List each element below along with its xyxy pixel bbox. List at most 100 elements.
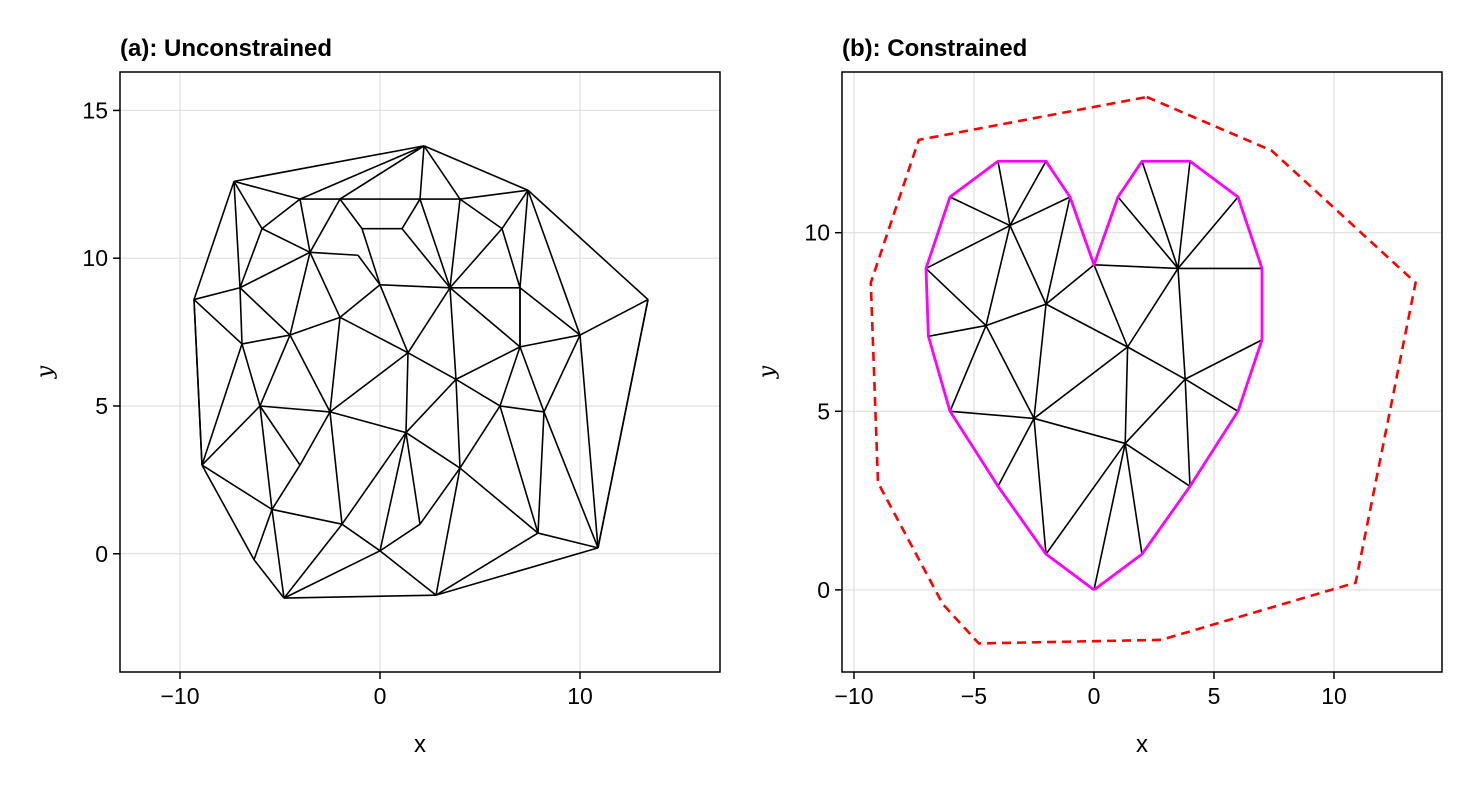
triangulation-edge bbox=[339, 198, 363, 230]
triangulation-edge bbox=[201, 464, 273, 511]
triangulation-edge bbox=[299, 145, 425, 200]
triangulation-edge bbox=[329, 352, 409, 413]
triangulation-edge bbox=[241, 343, 261, 407]
triangulation-edge bbox=[459, 198, 503, 230]
panel-b-frame bbox=[841, 71, 1443, 673]
panel-b-triangulation bbox=[925, 160, 1263, 591]
triangulation-edge bbox=[271, 464, 301, 510]
panel-b-grid bbox=[842, 72, 1442, 672]
triangulation-edge bbox=[985, 225, 1011, 326]
triangulation-edge bbox=[341, 432, 407, 525]
panel-a-frame bbox=[119, 71, 721, 673]
triangulation-edge bbox=[1093, 443, 1126, 591]
triangulation-edge bbox=[1124, 378, 1186, 444]
triangulation-edge bbox=[1093, 264, 1129, 348]
triangulation-edge bbox=[1177, 196, 1239, 269]
triangulation-edge bbox=[233, 180, 301, 200]
triangulation-edge bbox=[261, 227, 311, 254]
y-tick-label: 5 bbox=[817, 398, 830, 424]
triangulation-edge bbox=[449, 287, 457, 380]
triangulation-edge bbox=[309, 251, 341, 318]
triangulation-edge bbox=[259, 405, 301, 466]
triangulation-edge bbox=[1045, 442, 1126, 555]
triangulation-edge bbox=[537, 532, 599, 549]
outer-dashed-boundary bbox=[869, 95, 1418, 645]
triangulation-edge bbox=[233, 145, 425, 183]
triangulation-edge bbox=[1184, 379, 1191, 487]
x-tick-label: −10 bbox=[834, 683, 873, 709]
triangulation-edge bbox=[501, 189, 529, 230]
triangulation-edge bbox=[241, 334, 291, 345]
triangulation-edge bbox=[519, 334, 581, 348]
triangulation-edge bbox=[449, 287, 521, 348]
triangulation-edge bbox=[1033, 417, 1126, 445]
triangulation-edge bbox=[401, 198, 421, 230]
triangulation-edge bbox=[329, 411, 343, 525]
triangulation-edge bbox=[271, 508, 343, 525]
triangulation-edge bbox=[449, 199, 461, 288]
triangulation-edge bbox=[253, 509, 273, 560]
triangulation-edge bbox=[239, 251, 311, 289]
triangulation-edge bbox=[283, 523, 343, 599]
triangulation-edge bbox=[449, 228, 503, 289]
triangulation-edge bbox=[283, 550, 381, 599]
triangulation-edge bbox=[283, 594, 437, 599]
triangulation-edge bbox=[289, 334, 331, 413]
triangulation-edge bbox=[339, 316, 409, 354]
triangulation-edge bbox=[1009, 225, 1047, 305]
triangulation-edge bbox=[405, 432, 421, 525]
y-tick-label: 0 bbox=[817, 577, 830, 603]
triangulation-edge bbox=[455, 378, 501, 407]
triangulation-edge bbox=[419, 145, 425, 200]
triangulation-edge bbox=[233, 180, 263, 230]
triangulation-edge bbox=[949, 325, 987, 412]
triangulation-edge bbox=[459, 467, 539, 534]
triangulation-edge bbox=[329, 317, 341, 412]
triangulation-edge bbox=[1124, 443, 1143, 555]
triangulation-edge bbox=[423, 145, 461, 200]
triangulation-edge bbox=[261, 198, 301, 230]
triangulation-edge bbox=[405, 431, 461, 469]
triangulation-edge bbox=[519, 346, 545, 413]
triangulation-edge bbox=[597, 299, 649, 549]
y-tick-label: 5 bbox=[95, 393, 108, 419]
triangulation-edge bbox=[925, 267, 987, 327]
triangulation-edge bbox=[997, 418, 1035, 487]
triangulation-edge bbox=[519, 190, 529, 288]
triangulation-edge bbox=[499, 346, 521, 407]
triangulation-edge bbox=[405, 378, 457, 434]
triangulation-edge bbox=[527, 189, 581, 336]
triangulation-edge bbox=[259, 405, 273, 510]
triangulation-edge bbox=[419, 467, 461, 525]
panel-b-ticks: −10 −5 0 5 10 0 5 10 bbox=[804, 220, 1346, 709]
triangulation-edge bbox=[1124, 442, 1191, 487]
triangulation-edge bbox=[271, 509, 285, 599]
triangulation-edge bbox=[579, 334, 599, 548]
triangulation-edge bbox=[1033, 418, 1047, 555]
triangulation-edge bbox=[407, 352, 457, 381]
triangulation-edge bbox=[201, 343, 243, 466]
triangulation-edge bbox=[299, 198, 311, 253]
x-tick-label: −10 bbox=[160, 683, 199, 709]
panel-b-title: (b): Constrained bbox=[842, 35, 1027, 62]
triangulation-edge bbox=[459, 405, 501, 469]
triangulation-edge bbox=[527, 189, 649, 301]
triangulation-edge bbox=[379, 523, 421, 552]
x-tick-label: 0 bbox=[374, 683, 387, 709]
triangulation-edge bbox=[501, 228, 521, 288]
y-tick-label: 0 bbox=[95, 541, 108, 567]
triangulation-edge bbox=[289, 252, 311, 336]
x-tick-label: 5 bbox=[1208, 683, 1221, 709]
triangulation-edge bbox=[339, 145, 425, 200]
triangulation-edge bbox=[329, 411, 407, 434]
triangulation-edge bbox=[1184, 339, 1263, 380]
triangulation-edge bbox=[401, 228, 451, 289]
triangulation-edge bbox=[537, 411, 545, 534]
panel-a-ticks: −10 0 10 0 5 10 15 bbox=[82, 97, 592, 709]
triangulation-edge bbox=[1093, 264, 1179, 270]
triangulation-edge bbox=[459, 189, 529, 200]
triangulation-edge bbox=[455, 346, 521, 381]
triangulation-edge bbox=[928, 324, 987, 338]
panel-a-triangulation bbox=[193, 145, 649, 599]
triangulation-edge bbox=[499, 405, 545, 413]
